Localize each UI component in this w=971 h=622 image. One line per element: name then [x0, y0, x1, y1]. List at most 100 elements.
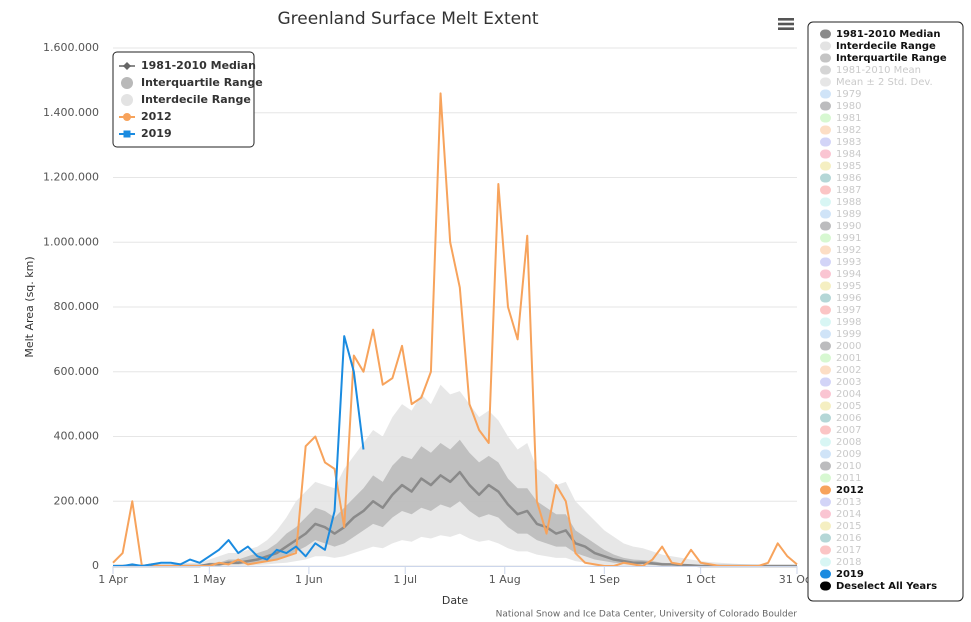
selector-item[interactable]: 1997 — [820, 305, 861, 316]
legend-item[interactable]: Interdecile Range — [121, 93, 251, 106]
selector-item[interactable]: Interquartile Range — [820, 53, 947, 64]
selector-item[interactable]: 2003 — [820, 377, 861, 388]
x-tick-label: 1 Sep — [589, 573, 620, 586]
selector-item[interactable]: 2005 — [820, 401, 861, 412]
selector-item[interactable]: 1980 — [820, 101, 861, 112]
selector-item[interactable]: 2007 — [820, 425, 861, 436]
selector-item[interactable]: 2016 — [820, 533, 861, 544]
selector-item[interactable]: 2013 — [820, 497, 861, 508]
legend-marker — [123, 113, 131, 121]
legend-label: 1981-2010 Median — [141, 59, 256, 72]
selector-item[interactable]: 2019 — [820, 569, 864, 580]
legend-item[interactable]: 2019 — [119, 127, 172, 140]
menu-button[interactable] — [776, 15, 796, 33]
x-axis-title: Date — [442, 594, 469, 607]
selector-item[interactable]: 1991 — [820, 233, 861, 244]
chart-title: Greenland Surface Melt Extent — [277, 9, 538, 29]
selector-label: 1986 — [836, 173, 861, 184]
selector-item[interactable]: 1979 — [820, 89, 861, 100]
selector-item[interactable]: 2010 — [820, 461, 861, 472]
y-tick-label: 400.000 — [54, 430, 100, 443]
selector-swatch — [820, 149, 831, 159]
selector-item[interactable]: 1981-2010 Median — [820, 29, 940, 40]
selector-swatch — [820, 209, 831, 219]
legend-item[interactable]: 2012 — [119, 110, 172, 123]
selector-swatch — [820, 413, 831, 423]
selector-label: 2006 — [836, 413, 861, 424]
selector-item[interactable]: 2004 — [820, 389, 861, 400]
selector-label: 2007 — [836, 425, 861, 436]
selector-item[interactable]: 1982 — [820, 125, 861, 136]
selector-label: 2005 — [836, 401, 861, 412]
legend-item[interactable]: Interquartile Range — [121, 76, 263, 89]
selector-item[interactable]: 1996 — [820, 293, 861, 304]
x-tick-label: 1 May — [193, 573, 227, 586]
selector-item[interactable]: 2015 — [820, 521, 861, 532]
y-axis-title: Melt Area (sq. km) — [23, 256, 36, 357]
selector-item[interactable]: 2000 — [820, 341, 861, 352]
selector-item[interactable]: 2002 — [820, 365, 861, 376]
axes: 0 200.000 400.000 600.000 800.000 1.000.000 1.… — [43, 41, 816, 586]
selector-swatch — [820, 377, 831, 387]
legend-item[interactable]: 1981-2010 Median — [119, 59, 256, 72]
selector-item[interactable]: 2009 — [820, 449, 861, 460]
selector-label: 2011 — [836, 473, 861, 484]
selector-item[interactable]: Interdecile Range — [820, 41, 936, 52]
selector-item[interactable]: Mean ± 2 Std. Dev. — [820, 77, 933, 88]
y-tick-label: 800.000 — [54, 300, 100, 313]
selector-item[interactable]: 2014 — [820, 509, 861, 520]
selector-item[interactable]: 2008 — [820, 437, 861, 448]
selector-item[interactable]: 2011 — [820, 473, 861, 484]
selector-item[interactable]: 1995 — [820, 281, 861, 292]
selector-swatch — [820, 509, 831, 519]
x-tick-label: 1 Jun — [295, 573, 323, 586]
selector-item[interactable]: 2001 — [820, 353, 861, 364]
selector-label: 2004 — [836, 389, 861, 400]
selector-label: 1994 — [836, 269, 861, 280]
selector-item[interactable]: 1984 — [820, 149, 861, 160]
selector-swatch — [820, 305, 831, 315]
selector-box — [807, 21, 964, 602]
selector-item[interactable]: 1993 — [820, 257, 861, 268]
selector-swatch — [820, 329, 831, 339]
selector-swatch — [820, 293, 831, 303]
selector-swatch — [820, 341, 831, 351]
menu-bar — [778, 27, 794, 30]
selector-item[interactable]: 1992 — [820, 245, 861, 256]
selector-label: 2009 — [836, 449, 861, 460]
selector-item[interactable]: 1985 — [820, 161, 861, 172]
selector-item[interactable]: 2017 — [820, 545, 861, 556]
selector-item[interactable]: 1988 — [820, 197, 861, 208]
selector-label: 1992 — [836, 245, 861, 256]
selector-label: 1988 — [836, 197, 861, 208]
selector-item[interactable]: 1983 — [820, 137, 861, 148]
series-line — [112, 92, 798, 567]
legend-marker — [121, 94, 133, 106]
selector-item[interactable]: Deselect All Years — [820, 581, 937, 592]
selector-label: 2008 — [836, 437, 861, 448]
selector-item[interactable]: 1989 — [820, 209, 861, 220]
selector-item[interactable]: 1987 — [820, 185, 861, 196]
selector-swatch — [820, 269, 831, 279]
selector-item[interactable]: 1999 — [820, 329, 861, 340]
selector-item[interactable]: 1981 — [820, 113, 861, 124]
selector-label: 2003 — [836, 377, 861, 388]
selector-item[interactable]: 1986 — [820, 173, 861, 184]
selector-label: 2014 — [836, 509, 861, 520]
selector-item[interactable]: 2006 — [820, 413, 861, 424]
y-tick-label: 200.000 — [54, 494, 100, 507]
selector-swatch — [820, 29, 831, 39]
selector-item[interactable]: 1990 — [820, 221, 861, 232]
y-tick-label: 1.400.000 — [43, 106, 99, 119]
x-tick-label: 1 Jul — [393, 573, 417, 586]
y-tick-label: 0 — [92, 559, 99, 572]
selector-item[interactable]: 2018 — [820, 557, 861, 568]
selector-item[interactable]: 1981-2010 Mean — [820, 65, 921, 76]
selector-label: 2000 — [836, 341, 861, 352]
selector-item[interactable]: 1998 — [820, 317, 861, 328]
selector-item[interactable]: 1994 — [820, 269, 861, 280]
selector-item[interactable]: 2012 — [820, 485, 864, 496]
selector-swatch — [820, 581, 831, 591]
x-tick-label: 31 Oct — [779, 573, 816, 586]
